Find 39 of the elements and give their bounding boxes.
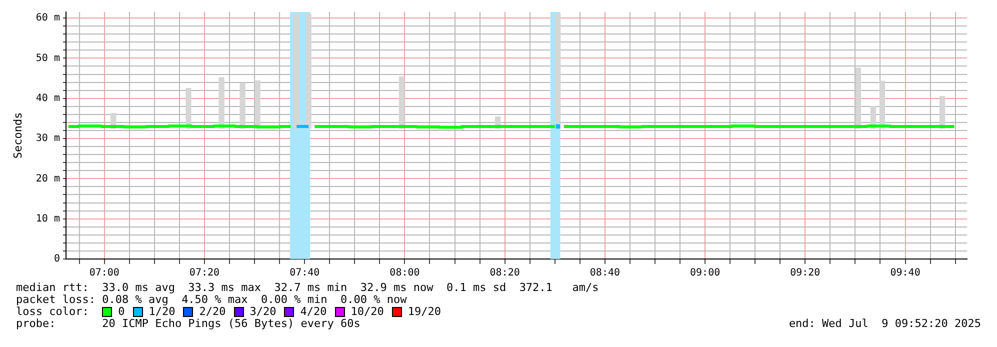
- x-tick-label: 08:40: [590, 268, 620, 279]
- x-tick-label: 09:40: [890, 268, 920, 279]
- bar: [186, 88, 192, 129]
- bar: [855, 67, 862, 129]
- y-tick-label: 60 m: [36, 12, 60, 24]
- bar: [254, 80, 260, 129]
- legend-label: 3/20: [250, 305, 276, 318]
- text: end: Wed Jul 9 09:52:20 2025: [788, 317, 981, 330]
- y-tick-label: 20 m: [36, 173, 60, 184]
- y-axis-title: Seconds: [11, 112, 24, 159]
- bar: [398, 76, 405, 129]
- y-tick-label: 30 m: [36, 133, 60, 144]
- y-tick-label: 40 m: [36, 92, 60, 104]
- y-tick-label: 10 m: [36, 213, 60, 224]
- x-tick-label: 08:20: [490, 268, 520, 279]
- text: median rtt: 33.0 ms avg 33.3 ms max 32.7 ms min 32.9 ms now 0.1 ms sd 372.1 am/s: [16, 281, 600, 294]
- x-tick-label: 07:00: [89, 268, 120, 279]
- legend-label: 10/20: [350, 305, 384, 318]
- text: packet loss: 0.08 % avg 4.50 % max 0.00 % min 0.00 % now: [16, 293, 408, 306]
- bar: [240, 82, 246, 129]
- x-tick-label: 07:20: [189, 268, 220, 279]
- y-tick-label: 50 m: [36, 52, 60, 64]
- legend-label: 19/20: [408, 305, 441, 318]
- x-tick-label: 07:40: [290, 268, 320, 279]
- y-tick-label: 0: [54, 254, 60, 265]
- text: probe: 20 ICMP Echo Pings (56 Bytes) every 60s: [16, 317, 360, 330]
- bar: [306, 14, 312, 129]
- bar: [294, 14, 300, 129]
- bar: [218, 77, 224, 129]
- x-tick-label: 08:00: [390, 268, 420, 279]
- legend-title: loss color:: [16, 305, 90, 318]
- legend-label: 2/20: [199, 305, 226, 318]
- x-tick-label: 09:20: [790, 268, 820, 279]
- bar: [555, 14, 561, 129]
- x-tick-label: 09:00: [690, 268, 720, 279]
- legend-label: 1/20: [148, 305, 176, 318]
- bar: [879, 80, 886, 129]
- legend-label: 4/20: [300, 305, 327, 318]
- legend-label: 0: [118, 305, 125, 318]
